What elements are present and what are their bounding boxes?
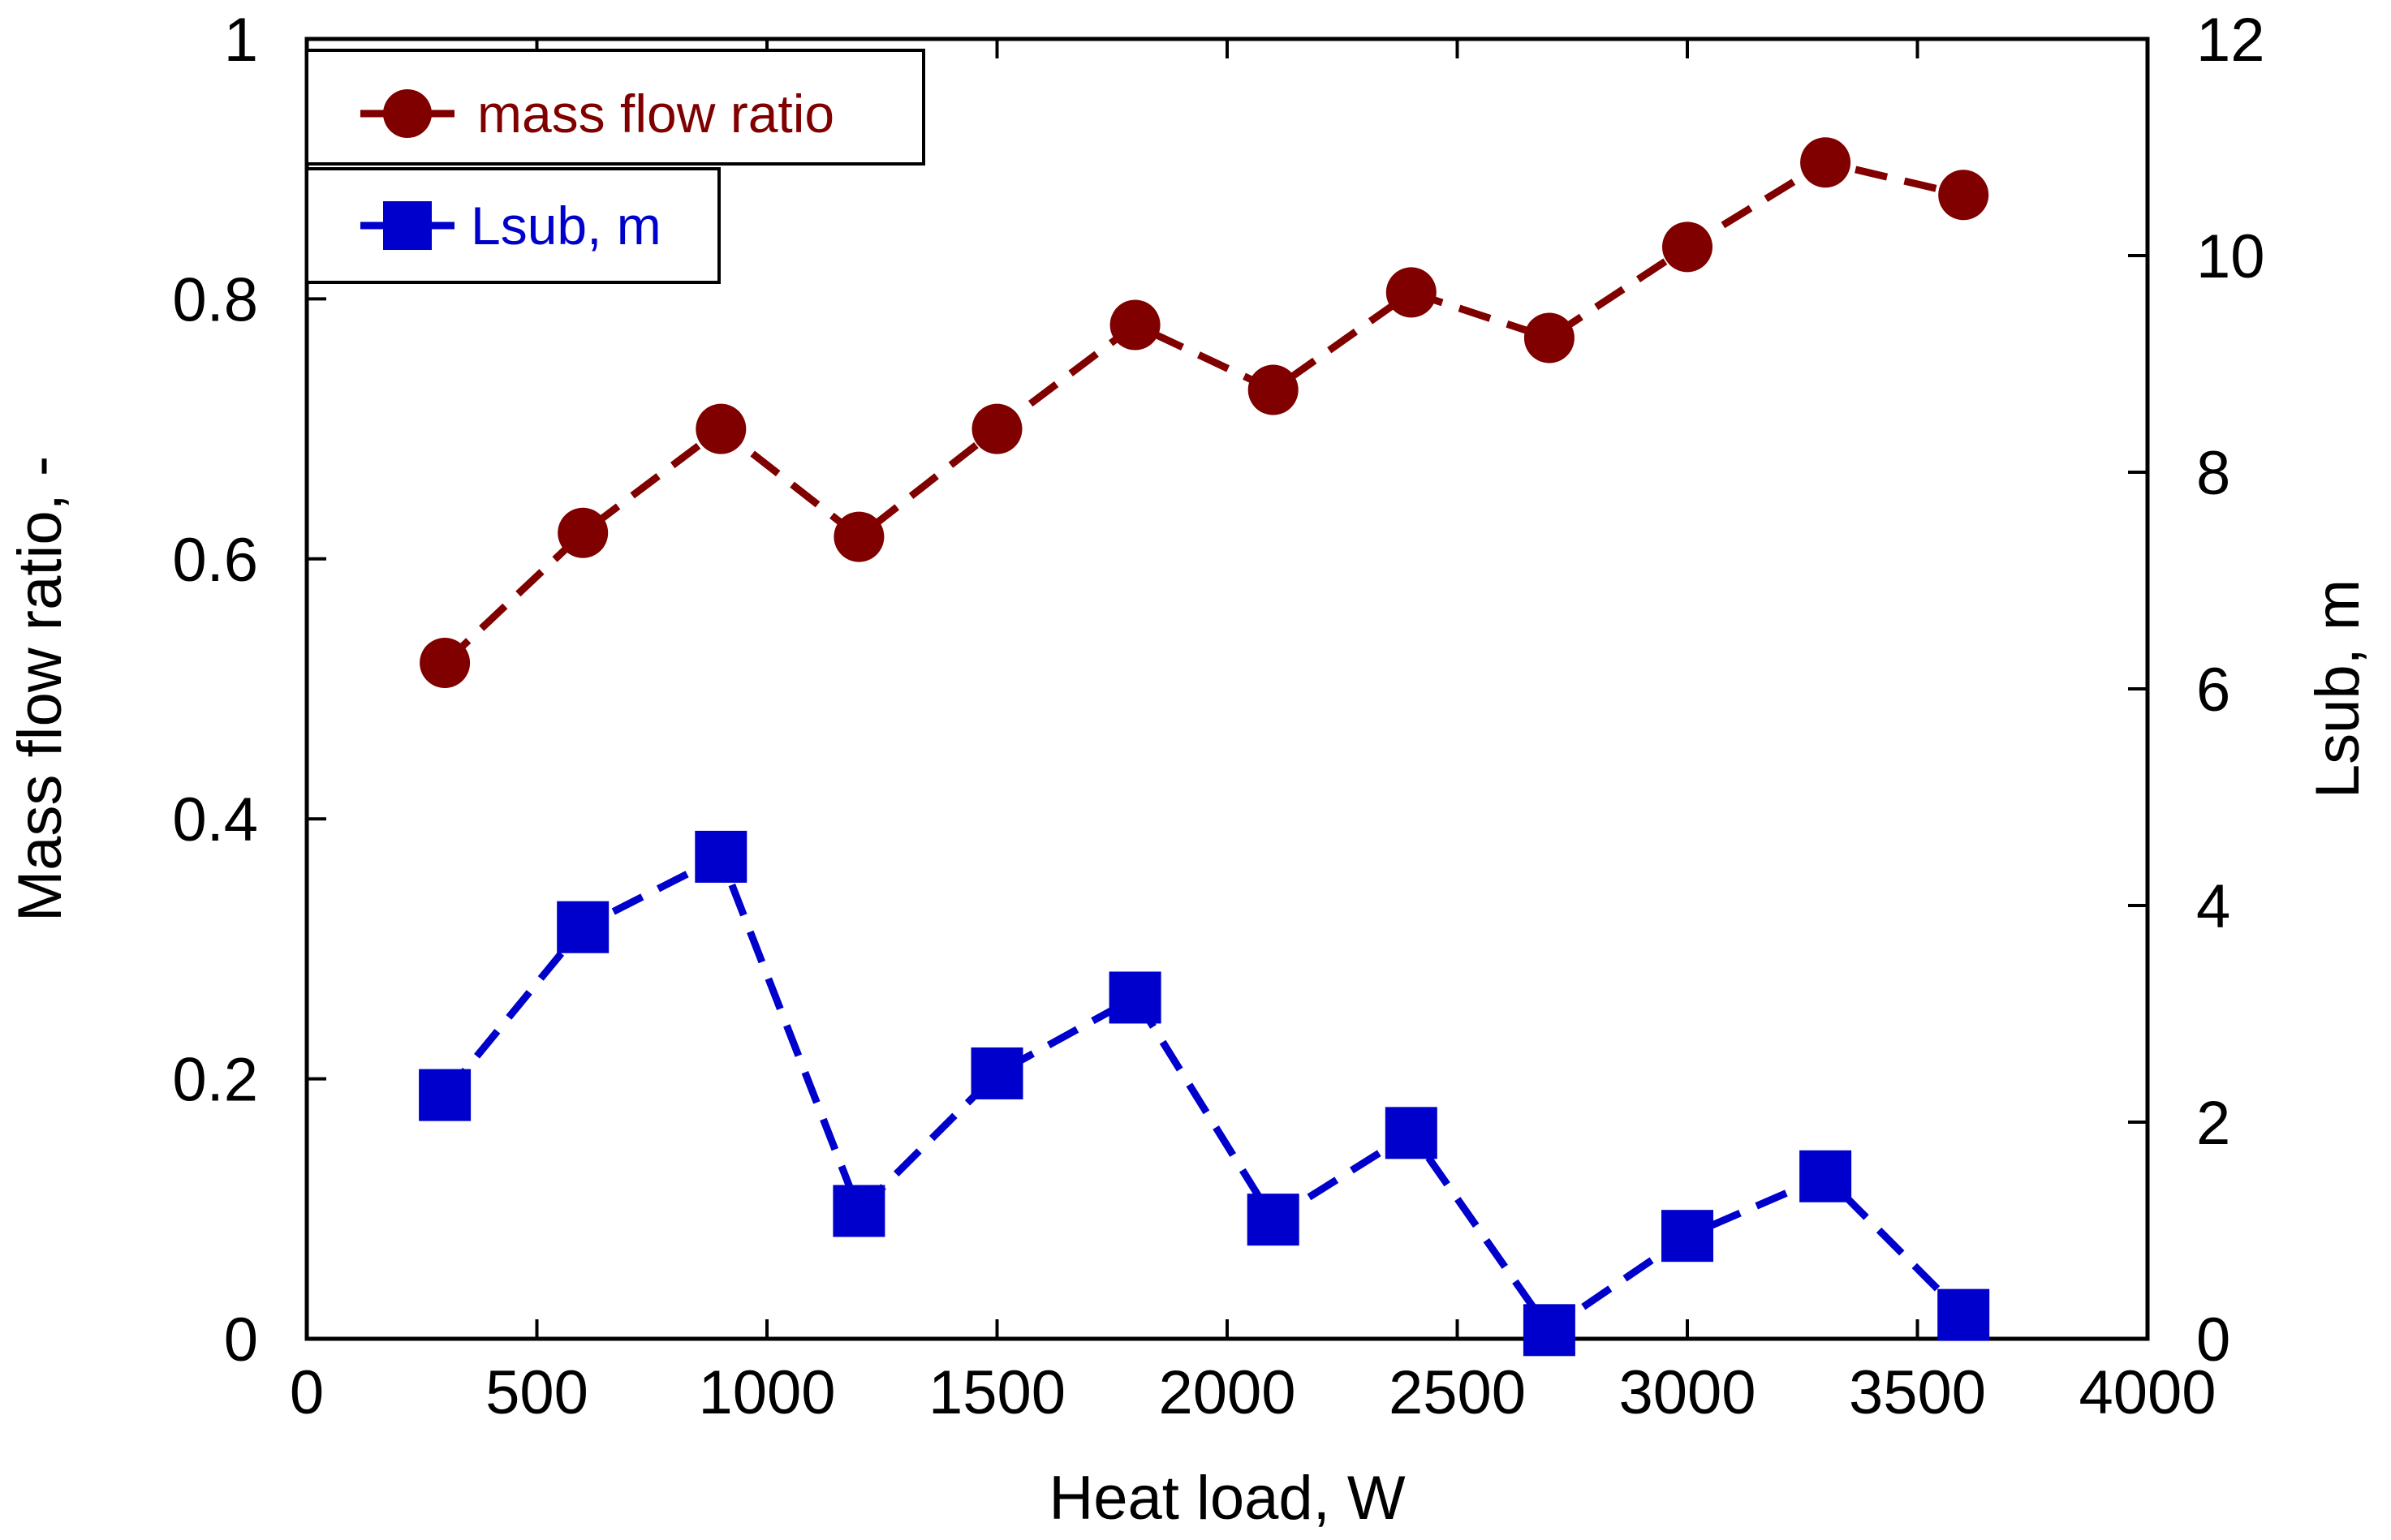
y-tick-label: 1: [224, 6, 258, 75]
legend-label-lsub: Lsub, m: [471, 196, 661, 256]
data-point-mass-flow-ratio: [971, 403, 1023, 454]
legend: mass flow ratio Lsub, m: [305, 49, 925, 284]
data-point-lsub: [1523, 1304, 1575, 1357]
data-point-lsub: [1109, 971, 1161, 1024]
data-point-mass-flow-ratio: [1385, 267, 1437, 318]
data-point-lsub: [833, 1185, 885, 1237]
data-point-mass-flow-ratio: [420, 637, 471, 688]
legend-entry-mass-flow-ratio: mass flow ratio: [305, 49, 925, 166]
legend-label-mass-flow-ratio: mass flow ratio: [477, 84, 834, 144]
data-point-lsub: [1799, 1150, 1852, 1202]
data-point-lsub: [695, 830, 747, 883]
series-line-mass-flow-ratio: [442, 158, 1965, 666]
legend-entry-lsub: Lsub, m: [305, 167, 721, 284]
data-point-mass-flow-ratio: [1523, 312, 1575, 363]
series-layer: [419, 137, 1990, 1357]
data-point-lsub: [1385, 1107, 1437, 1159]
y-axis-title: Mass flow ratio, -: [6, 456, 75, 922]
legend-marker-mass-flow-ratio: [383, 89, 432, 138]
ticks: 0 500 1000 1500 2000 2500 3000 3500 400000.20.40…: [172, 6, 2264, 1427]
x-tick-label: 0: [290, 1358, 324, 1427]
x-tick-label: 2500: [1389, 1358, 1526, 1427]
legend-marker-lsub: [383, 201, 432, 250]
x-tick-label: 2000: [1158, 1358, 1295, 1427]
x-tick-label: 1000: [698, 1358, 835, 1427]
series-line-lsub: [442, 853, 1967, 1334]
data-point-lsub: [557, 901, 610, 953]
y2-tick-label: 6: [2196, 656, 2230, 725]
x-tick-label: 1500: [928, 1358, 1066, 1427]
y2-tick-label: 12: [2196, 6, 2265, 75]
x-tick-label: 500: [485, 1358, 588, 1427]
y2-tick-label: 8: [2196, 439, 2230, 508]
y-tick-label: 0: [224, 1306, 258, 1374]
data-point-mass-flow-ratio: [1662, 222, 1712, 273]
data-point-mass-flow-ratio: [1800, 137, 1851, 188]
data-point-mass-flow-ratio: [1938, 170, 1989, 221]
y2-tick-label: 10: [2196, 222, 2265, 291]
data-point-mass-flow-ratio: [834, 511, 885, 562]
y2-axis-title: Lsub, m: [2303, 579, 2372, 798]
data-point-mass-flow-ratio: [1109, 299, 1161, 351]
y2-tick-label: 0: [2196, 1306, 2230, 1374]
data-point-mass-flow-ratio: [1247, 364, 1299, 415]
data-point-lsub: [1661, 1210, 1713, 1263]
x-axis-title: Heat load, W: [1049, 1464, 1406, 1533]
x-tick-label: 3500: [1849, 1358, 1986, 1427]
y2-tick-label: 4: [2196, 872, 2230, 941]
y-tick-label: 0.8: [172, 265, 258, 334]
y-tick-label: 0.2: [172, 1046, 258, 1115]
x-tick-label: 3000: [1618, 1358, 1756, 1427]
x-tick-label: 4000: [2079, 1358, 2216, 1427]
data-point-mass-flow-ratio: [696, 403, 747, 454]
data-point-lsub: [971, 1047, 1023, 1099]
data-point-lsub: [1937, 1288, 1990, 1341]
data-point-mass-flow-ratio: [558, 507, 609, 558]
y2-tick-label: 2: [2196, 1089, 2230, 1158]
y-tick-label: 0.6: [172, 526, 258, 595]
data-point-lsub: [419, 1069, 472, 1121]
data-point-lsub: [1247, 1194, 1299, 1246]
y-tick-label: 0.4: [172, 785, 258, 854]
